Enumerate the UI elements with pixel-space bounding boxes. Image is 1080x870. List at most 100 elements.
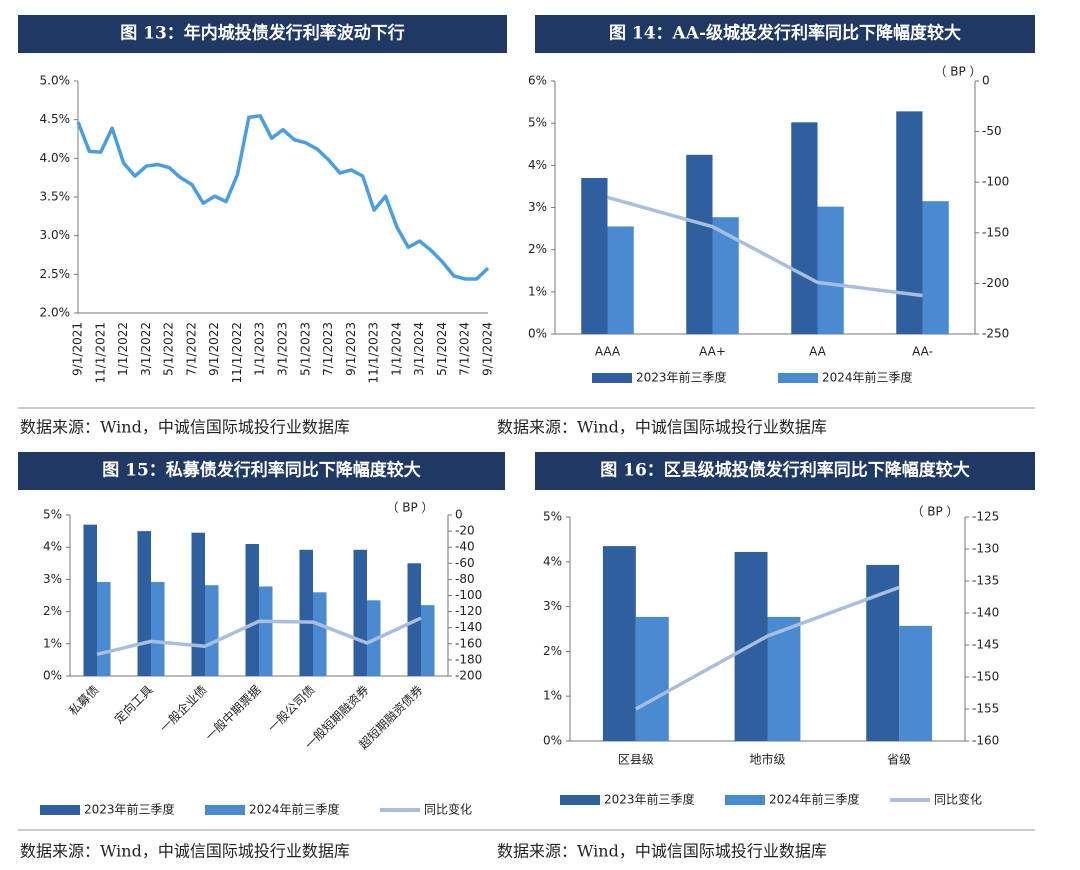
x-tick-label: AA- bbox=[912, 345, 933, 359]
y2-tick-label: -150 bbox=[972, 670, 999, 684]
y-tick-label: 2% bbox=[543, 644, 562, 658]
chart-title: 图 16：区县级城投债发行利率同比下降幅度较大 bbox=[600, 460, 970, 481]
bar bbox=[259, 586, 273, 676]
y2-tick-label: -40 bbox=[455, 540, 475, 554]
y2-tick-label: -120 bbox=[455, 604, 482, 618]
legend-label: 2023年前三季度 bbox=[604, 792, 695, 807]
y-tick-label: 5% bbox=[528, 116, 547, 130]
line bbox=[607, 195, 923, 298]
y-tick-label: 3% bbox=[528, 200, 547, 214]
bar bbox=[299, 549, 313, 676]
source-note: 数据来源：Wind，中诚信国际城投行业数据库 bbox=[497, 418, 827, 437]
bar bbox=[421, 605, 435, 676]
y-tick-label: 0% bbox=[528, 327, 547, 341]
legend-label: 同比变化 bbox=[934, 792, 982, 807]
y-tick-label: 5% bbox=[43, 508, 62, 522]
x-tick-label: 5/1/2024 bbox=[435, 322, 449, 376]
x-tick-label: 省级 bbox=[887, 753, 911, 767]
bar bbox=[866, 564, 900, 741]
bar bbox=[313, 592, 327, 676]
x-tick-label: 7/1/2023 bbox=[321, 322, 335, 376]
bar bbox=[686, 154, 713, 334]
y2-tick-label: -200 bbox=[982, 276, 1009, 290]
x-tick-label: 地市级 bbox=[749, 752, 785, 767]
y-tick-label: 6% bbox=[528, 74, 547, 88]
y2-tick-label: -145 bbox=[972, 638, 999, 652]
x-tick-label: AA+ bbox=[699, 345, 726, 359]
y-tick-label: 4.0% bbox=[40, 151, 71, 165]
y2-tick-label: -80 bbox=[455, 572, 475, 586]
bar bbox=[245, 543, 259, 676]
x-tick-label: 5/1/2023 bbox=[298, 322, 312, 376]
title-bar bbox=[535, 15, 1035, 53]
legend-swatch bbox=[40, 805, 80, 815]
chart-title: 图 13：年内城投债发行利率波动下行 bbox=[120, 23, 405, 44]
x-tick-label: 11/1/2022 bbox=[230, 322, 244, 384]
y-tick-label: 2% bbox=[528, 242, 547, 256]
y-tick-label: 3.0% bbox=[40, 228, 71, 242]
x-tick-label: 3/1/2024 bbox=[412, 322, 426, 376]
y2-tick-label: -100 bbox=[982, 175, 1009, 189]
bar bbox=[607, 226, 634, 334]
y-tick-label: 4% bbox=[43, 540, 62, 554]
y2-tick-label: -155 bbox=[972, 702, 999, 716]
legend-swatch bbox=[725, 795, 765, 805]
y2-tick-label: -180 bbox=[455, 652, 482, 666]
bar bbox=[922, 201, 949, 334]
bar bbox=[635, 616, 669, 741]
y-tick-label: 5% bbox=[543, 510, 562, 524]
line bbox=[76, 114, 490, 281]
legend-swatch bbox=[778, 373, 818, 383]
x-tick-label: AAA bbox=[595, 345, 621, 359]
bar bbox=[191, 532, 205, 676]
bar bbox=[353, 549, 367, 676]
bar bbox=[205, 585, 219, 676]
y2-tick-label: -135 bbox=[972, 574, 999, 588]
x-tick-label: 1/1/2022 bbox=[116, 322, 130, 376]
y2-tick-label: -250 bbox=[982, 327, 1009, 341]
y2-tick-label: -20 bbox=[455, 524, 475, 538]
x-tick-label: 7/1/2022 bbox=[184, 322, 198, 376]
bar bbox=[151, 581, 165, 676]
legend-swatch bbox=[592, 373, 632, 383]
y-tick-label: 2.5% bbox=[40, 267, 71, 281]
y-tick-label: 3% bbox=[43, 572, 62, 586]
legend-label: 2024年前三季度 bbox=[822, 370, 913, 385]
y2-tick-label: -150 bbox=[982, 225, 1009, 239]
title-bar bbox=[18, 452, 505, 490]
y2-unit: （ BP ） bbox=[911, 505, 958, 519]
x-tick-label: 区县级 bbox=[618, 753, 654, 767]
y2-tick-label: -60 bbox=[455, 556, 475, 570]
y2-tick-label: -200 bbox=[455, 669, 482, 683]
legend-label: 2024年前三季度 bbox=[249, 802, 340, 817]
x-tick-label: 9/1/2024 bbox=[481, 322, 495, 376]
y-tick-label: 1% bbox=[543, 689, 562, 703]
y2-tick-label: -50 bbox=[982, 124, 1002, 138]
x-tick-label: 5/1/2022 bbox=[162, 322, 176, 376]
y2-tick-label: -100 bbox=[455, 588, 482, 602]
x-tick-label: 1/1/2023 bbox=[253, 322, 267, 376]
y2-tick-label: 0 bbox=[455, 508, 463, 522]
y2-unit: （ BP ） bbox=[386, 501, 433, 515]
title-bar bbox=[18, 15, 507, 53]
source-note: 数据来源：Wind，中诚信国际城投行业数据库 bbox=[20, 842, 350, 861]
x-tick-label: AA bbox=[809, 345, 827, 359]
legend-swatch bbox=[560, 795, 600, 805]
x-tick-label: 11/1/2021 bbox=[93, 322, 107, 384]
x-tick-label: 7/1/2024 bbox=[458, 322, 472, 376]
bar bbox=[137, 531, 151, 676]
y2-tick-label: 0 bbox=[982, 74, 990, 88]
source-note: 数据来源：Wind，中诚信国际城投行业数据库 bbox=[20, 418, 350, 437]
y-tick-label: 4% bbox=[528, 158, 547, 172]
y2-tick-label: -125 bbox=[972, 510, 999, 524]
y-tick-label: 2.0% bbox=[40, 306, 71, 320]
x-tick-label: 3/1/2022 bbox=[139, 322, 153, 376]
bar bbox=[899, 625, 933, 741]
y-tick-label: 1% bbox=[528, 284, 547, 298]
y-tick-label: 0% bbox=[43, 669, 62, 683]
line bbox=[634, 585, 900, 711]
x-tick-label: 一般企业债 bbox=[157, 682, 210, 735]
x-tick-label: 9/1/2022 bbox=[207, 322, 221, 376]
y2-tick-label: -130 bbox=[972, 542, 999, 556]
